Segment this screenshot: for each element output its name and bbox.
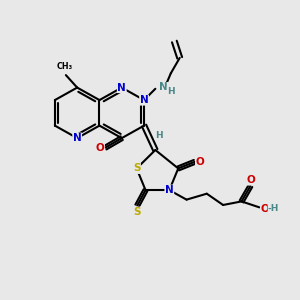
Text: H: H [155, 131, 162, 140]
Text: N: N [140, 95, 148, 105]
Text: O: O [196, 157, 204, 167]
Text: O: O [246, 175, 255, 185]
Text: N: N [159, 82, 168, 92]
Text: -H: -H [268, 204, 279, 213]
Text: N: N [165, 185, 174, 195]
Text: O: O [96, 142, 104, 153]
Text: N: N [73, 133, 82, 143]
Text: N: N [117, 82, 126, 93]
Text: O: O [260, 204, 269, 214]
Text: CH₃: CH₃ [56, 62, 73, 71]
Text: H: H [167, 87, 175, 96]
Text: S: S [134, 207, 141, 217]
Text: S: S [133, 164, 140, 173]
